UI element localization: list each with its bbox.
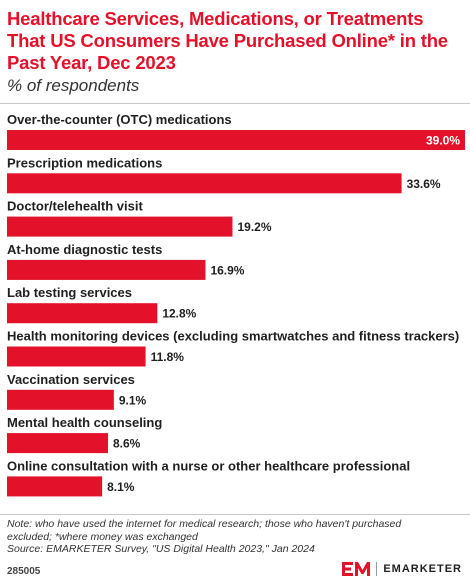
category-label: Prescription medications	[7, 155, 162, 170]
bar	[7, 303, 158, 324]
bar	[7, 216, 233, 237]
value-label: 8.6%	[113, 437, 141, 451]
brand-logo: EMARKETER	[342, 561, 462, 577]
chart-subtitle: % of respondents	[7, 76, 140, 95]
category-label: Doctor/telehealth visit	[7, 199, 143, 214]
note-line-2: excluded; *where money was exchanged	[7, 530, 198, 543]
value-label: 12.8%	[162, 307, 196, 321]
bar	[7, 346, 146, 367]
footnote: Note: who have used the internet for med…	[7, 518, 463, 556]
bar	[7, 173, 402, 194]
top-divider	[0, 103, 470, 104]
category-label: Lab testing services	[7, 285, 132, 300]
bar-chart: Over-the-counter (OTC) medications 39.0% P…	[7, 112, 465, 497]
value-label: 19.2%	[237, 220, 271, 234]
source-line: Source: EMARKETER Survey, "US Digital He…	[7, 543, 315, 555]
bar	[7, 433, 108, 454]
bar	[7, 130, 465, 150]
category-label: At-home diagnostic tests	[7, 242, 162, 257]
logo-separator	[376, 562, 378, 576]
value-label: 16.9%	[210, 263, 244, 277]
value-label: 33.6%	[407, 177, 441, 191]
category-label: Vaccination services	[7, 372, 135, 387]
value-label: 9.1%	[119, 393, 147, 407]
value-label: 11.8%	[151, 350, 185, 364]
chart-id: 285005	[7, 566, 41, 577]
category-label: Mental health counseling	[7, 415, 162, 430]
bottom-divider	[0, 514, 470, 515]
em-logo-icon	[342, 562, 371, 576]
category-label: Over-the-counter (OTC) medications	[7, 112, 232, 127]
chart-title: Healthcare Services, Medications, or Tre…	[7, 8, 448, 73]
bar	[7, 476, 103, 497]
bar	[7, 259, 206, 280]
value-label: 8.1%	[107, 480, 135, 494]
category-label: Online consultation with a nurse or othe…	[7, 458, 410, 473]
value-label: 39.0%	[426, 134, 460, 148]
bar	[7, 389, 114, 410]
note-line-1: Note: who have used the internet for med…	[7, 518, 402, 530]
category-label: Health monitoring devices (excluding sma…	[7, 329, 459, 344]
brand-name: EMARKETER	[383, 563, 462, 575]
